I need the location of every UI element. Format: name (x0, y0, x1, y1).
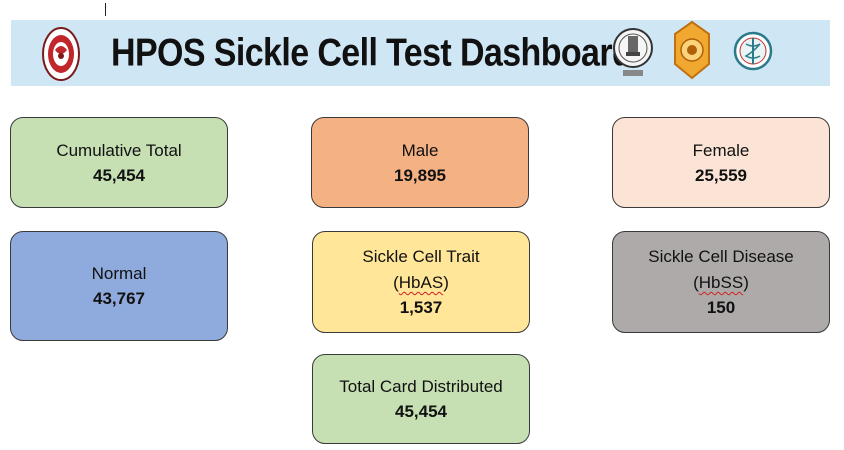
card-value: 150 (706, 298, 736, 317)
medical-caduceus-emblem-icon (733, 31, 773, 71)
card-value: 45,454 (395, 402, 447, 421)
card-value: 1,537 (399, 298, 443, 317)
dashboard-header: HPOS Sickle Cell Test Dashboard (11, 20, 830, 86)
card-label: Cumulative Total (56, 140, 182, 160)
close-paren: ) (443, 273, 449, 292)
sickle-cell-disease-card: Sickle Cell Disease (HbSS) 150 (612, 231, 830, 333)
card-code: (HbAS) (393, 270, 449, 296)
state-emblem-icon (613, 28, 653, 76)
card-label: Normal (91, 264, 147, 283)
card-value: 25,559 (695, 165, 747, 185)
card-label: Sickle Cell Trait (362, 247, 480, 266)
cumulative-total-card: Cumulative Total 45,454 (10, 117, 228, 208)
card-label: Male (401, 140, 439, 160)
card-label: Female (692, 140, 750, 160)
open-paren: ( (393, 273, 399, 292)
text-cursor (105, 3, 106, 16)
card-label: Sickle Cell Disease (648, 247, 794, 266)
golden-seal-icon (674, 20, 710, 80)
normal-card: Normal 43,767 (10, 231, 228, 341)
male-card: Male 19,895 (311, 117, 529, 208)
sickle-cell-trait-card: Sickle Cell Trait (HbAS) 1,537 (312, 231, 530, 333)
code-text: HbSS (698, 273, 744, 292)
female-card: Female 25,559 (612, 117, 830, 208)
open-paren: ( (693, 273, 699, 292)
page-title: HPOS Sickle Cell Test Dashboard (111, 31, 633, 75)
close-paren: ) (743, 273, 749, 292)
card-value: 19,895 (394, 165, 446, 185)
card-value: 43,767 (93, 289, 145, 308)
card-label: Total Card Distributed (339, 377, 503, 396)
red-circular-emblem-icon (42, 27, 80, 81)
code-text: HbAS (398, 273, 444, 292)
total-card-distributed-card: Total Card Distributed 45,454 (312, 354, 530, 444)
card-code: (HbSS) (693, 270, 749, 296)
card-value: 45,454 (93, 165, 145, 185)
